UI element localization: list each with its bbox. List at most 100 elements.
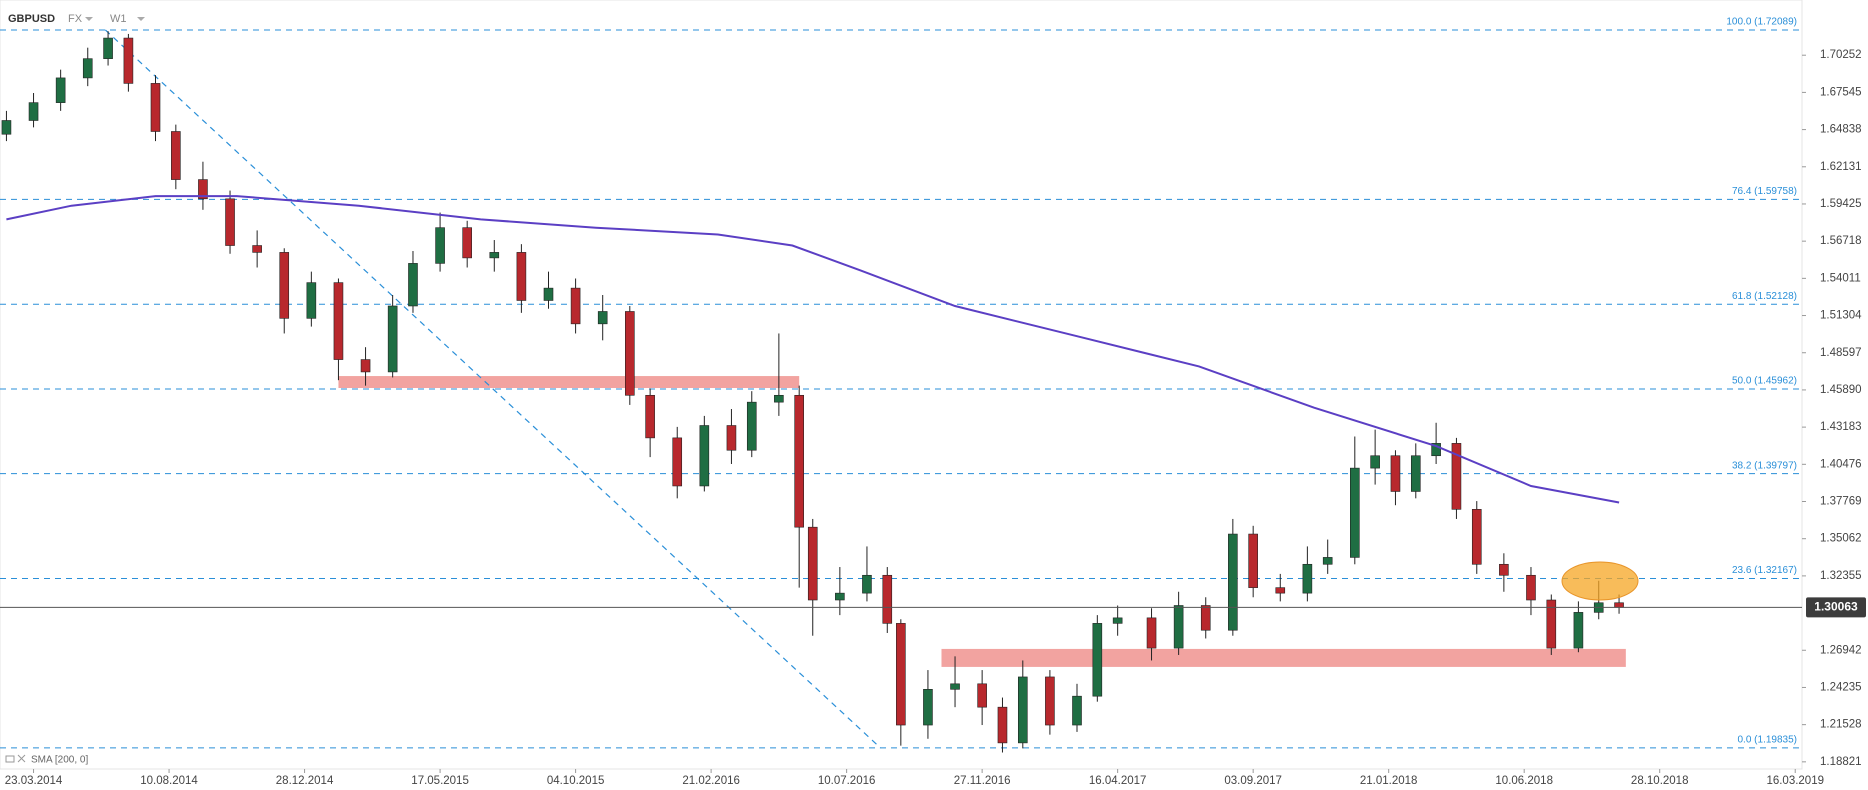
candle-body xyxy=(807,526,818,601)
candle-body xyxy=(123,37,134,84)
candle-body xyxy=(408,263,418,307)
candle-body xyxy=(1526,574,1536,601)
y-tick-label: 1.35062 xyxy=(1820,533,1862,545)
support-zone xyxy=(338,376,800,389)
candle-body xyxy=(82,58,93,79)
candle-body xyxy=(387,305,398,373)
candle-body xyxy=(645,394,655,439)
candle-body xyxy=(1173,605,1184,649)
candle-body xyxy=(306,282,317,319)
candle-body xyxy=(333,282,344,360)
x-tick-label: 16.03.2019 xyxy=(1766,775,1824,787)
indicator-legend: SMA [200, 0] xyxy=(31,755,88,766)
candle-body xyxy=(1614,602,1624,608)
y-tick-label: 1.45890 xyxy=(1820,384,1862,396)
candle-body xyxy=(1146,617,1157,649)
candle-body xyxy=(1045,676,1055,726)
x-tick-label: 04.10.2015 xyxy=(547,775,605,787)
x-tick-label: 21.02.2016 xyxy=(682,775,740,787)
symbol[interactable]: GBPUSD xyxy=(8,13,55,25)
x-tick-label: 10.08.2014 xyxy=(140,775,198,787)
candle-body xyxy=(543,287,554,301)
y-tick-label: 1.26942 xyxy=(1820,644,1862,656)
candle-body xyxy=(435,227,445,264)
candle-body xyxy=(1302,563,1313,594)
y-tick-label: 1.37769 xyxy=(1820,496,1862,508)
market[interactable]: FX xyxy=(68,13,83,25)
candle-body xyxy=(672,437,683,487)
candle-body xyxy=(1275,587,1286,594)
candle-body xyxy=(489,252,500,259)
candle-body xyxy=(997,706,1008,744)
y-tick-label: 1.32355 xyxy=(1820,570,1862,582)
price-tag-label: 1.30063 xyxy=(1814,600,1858,614)
fib-trendline xyxy=(104,29,881,749)
sma-line xyxy=(6,195,1620,504)
x-tick-label: 03.09.2017 xyxy=(1224,775,1282,787)
candle-body xyxy=(1546,599,1557,649)
x-tick-label: 27.11.2016 xyxy=(954,775,1011,787)
y-tick-label: 1.40476 xyxy=(1820,458,1862,470)
candle-body xyxy=(28,102,39,121)
candle-body xyxy=(1228,533,1238,631)
icon[interactable] xyxy=(17,754,26,763)
candle-body xyxy=(977,683,987,708)
candle-body xyxy=(252,245,262,253)
candle-body xyxy=(597,311,608,325)
candle-body xyxy=(198,179,208,200)
y-tick-label: 1.51304 xyxy=(1820,310,1862,322)
candle-body xyxy=(1451,443,1462,510)
price-tag xyxy=(1806,597,1866,618)
candle-body xyxy=(1112,617,1123,624)
candle-body xyxy=(1200,605,1211,631)
candle-body xyxy=(225,198,235,246)
candle-body xyxy=(103,37,113,59)
x-tick-label: 16.04.2017 xyxy=(1089,775,1147,787)
indicator-icons[interactable] xyxy=(5,754,26,763)
candle-body xyxy=(1092,623,1103,697)
x-tick-label: 23.03.2014 xyxy=(5,775,63,787)
interval[interactable]: W1 xyxy=(110,13,127,25)
y-tick-label: 1.21528 xyxy=(1820,719,1862,731)
fib-label: 38.2 (1.39797) xyxy=(1732,460,1797,471)
candle-body xyxy=(862,574,872,594)
y-tick-label: 1.18821 xyxy=(1820,756,1862,768)
candle-body xyxy=(896,623,906,726)
candle-body xyxy=(1499,563,1509,576)
y-tick-label: 1.24235 xyxy=(1820,681,1862,693)
candle-body xyxy=(570,287,581,325)
candle-body xyxy=(1390,455,1401,492)
candle-body xyxy=(1248,533,1258,588)
fib-label: 61.8 (1.52128) xyxy=(1732,291,1797,302)
candle-body xyxy=(1,120,12,135)
candle-body xyxy=(1017,676,1028,744)
candle-body xyxy=(516,252,527,301)
candle-body xyxy=(462,227,472,259)
candle-body xyxy=(835,592,845,601)
dropdown-caret[interactable] xyxy=(137,17,145,21)
x-tick-label: 28.12.2014 xyxy=(276,775,334,787)
candle-body xyxy=(1573,612,1584,649)
candle-body xyxy=(360,359,371,373)
x-tick-label: 28.10.2018 xyxy=(1631,775,1689,787)
highlight-ellipse xyxy=(1561,561,1639,601)
y-tick-label: 1.43183 xyxy=(1820,421,1862,433)
x-tick-label: 10.07.2016 xyxy=(818,775,876,787)
candle-body xyxy=(171,131,181,180)
candle-body xyxy=(150,83,161,132)
candle-body xyxy=(794,394,804,528)
candle-body xyxy=(279,252,290,319)
y-tick-label: 1.67545 xyxy=(1820,86,1862,98)
candle-body xyxy=(950,683,960,690)
x-tick-label: 17.05.2015 xyxy=(411,775,469,787)
dropdown-caret[interactable] xyxy=(85,17,93,21)
icon[interactable] xyxy=(5,755,15,763)
y-tick-label: 1.70252 xyxy=(1820,49,1862,61)
candle-body xyxy=(625,311,635,396)
candle-body xyxy=(699,425,710,487)
fib-label: 76.4 (1.59758) xyxy=(1732,186,1797,197)
candle-body xyxy=(1410,455,1421,492)
x-tick-label: 21.01.2018 xyxy=(1360,775,1418,787)
candle-body xyxy=(55,77,66,103)
